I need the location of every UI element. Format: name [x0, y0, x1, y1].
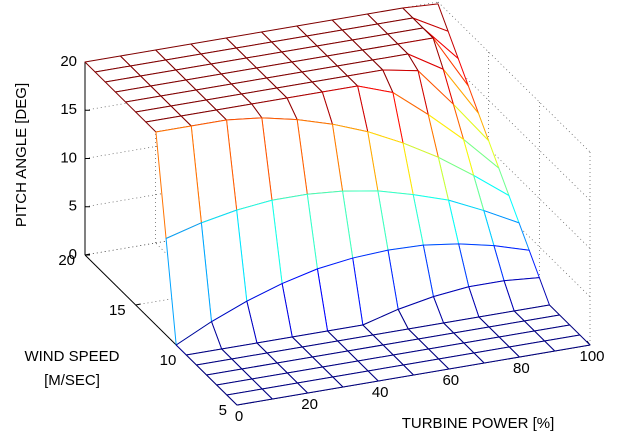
- y-axis-label: [M/SEC]: [44, 372, 100, 389]
- z-tick-label: 0: [69, 246, 77, 263]
- x-tick-label: 80: [513, 360, 530, 377]
- y-tick-label: 10: [160, 352, 177, 369]
- y-tick: [135, 303, 141, 306]
- z-tick-label: 5: [69, 198, 77, 215]
- y-tick: [84, 253, 91, 256]
- y-tick-label: 20: [58, 252, 75, 269]
- z-axis-label: PITCH ANGLE [DEG]: [13, 83, 30, 227]
- z-tick-label: 10: [60, 149, 77, 166]
- z-tick-label: 20: [60, 53, 77, 70]
- y-tick-label: 15: [109, 302, 126, 319]
- x-tick-label: 40: [372, 384, 389, 401]
- x-axis-label: TURBINE POWER [%]: [402, 415, 555, 432]
- mesh-cell: [226, 388, 273, 406]
- z-tick-label: 15: [60, 101, 77, 118]
- x-tick-label: 100: [579, 348, 604, 365]
- x-tick-label: 60: [442, 372, 459, 389]
- y-axis-label: WIND SPEED: [24, 348, 119, 365]
- y-tick-label: 5: [219, 402, 227, 419]
- x-tick-label: 20: [301, 396, 318, 413]
- x-tick-label: 0: [235, 408, 243, 425]
